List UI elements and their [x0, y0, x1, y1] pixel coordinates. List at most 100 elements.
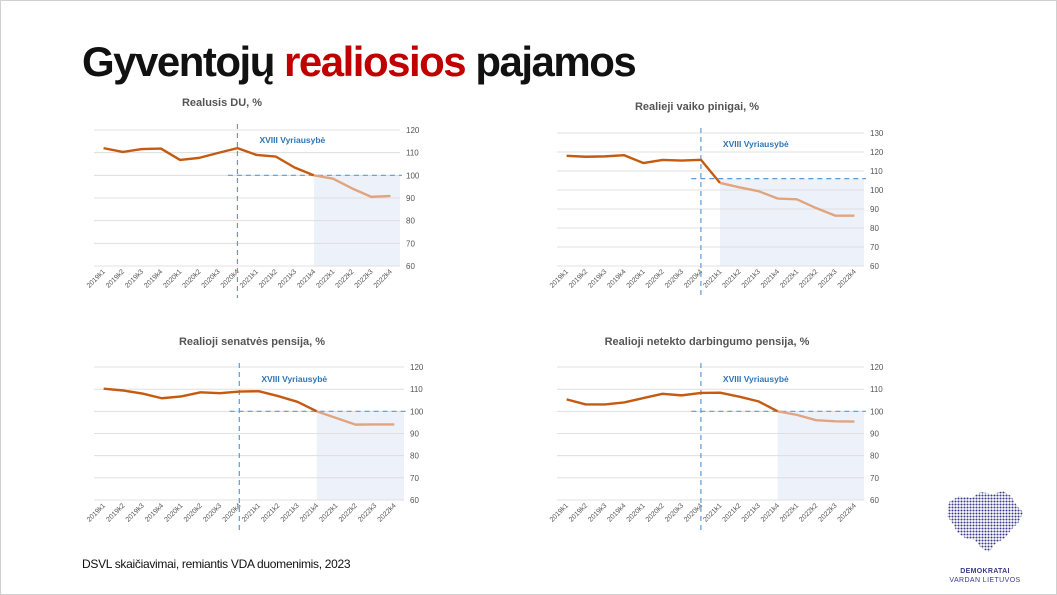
chart-vaiko-pinigai: Realieji vaiko pinigai, % 60 70 80 90 100 110 1…	[542, 100, 902, 298]
x-tick-label: 2021k2	[260, 502, 281, 523]
chart-svg: Realusis DU, %607080901001101202019k1201…	[86, 97, 420, 298]
x-tick-label: 2020k3	[202, 502, 223, 523]
x-tick-label: 2022k3	[817, 502, 838, 523]
x-tick-label: 2021k2	[722, 268, 743, 289]
lithuania-map-icon	[947, 491, 1023, 552]
chart-title: Realusis DU, %	[182, 97, 262, 109]
x-tick-label: 2021k3	[741, 502, 762, 523]
x-tick-label: 2022k4	[373, 268, 394, 289]
y-tick-label: 60	[870, 496, 879, 505]
y-tick-label: 60	[870, 262, 879, 271]
x-tick-label: 2020k1	[163, 502, 184, 523]
x-tick-label: 2020k3	[664, 502, 685, 523]
x-tick-label: 2022k3	[354, 268, 375, 289]
x-tick-label: 2021k1	[241, 502, 262, 523]
x-tick-label: 2019k2	[105, 268, 126, 289]
x-tick-label: 2022k2	[338, 502, 359, 523]
y-tick-label: 120	[406, 126, 420, 135]
y-tick-label: 110	[870, 167, 883, 176]
title-part-1: Gyventojų	[82, 38, 285, 85]
y-tick-label: 130	[870, 129, 884, 138]
series-line-after	[316, 410, 395, 426]
y-tick-label: 90	[410, 430, 419, 439]
government-annotation: XVIII Vyriausybė	[723, 374, 789, 384]
series-line-after	[719, 181, 855, 217]
x-tick-label: 2021k2	[258, 268, 279, 289]
y-tick-label: 80	[406, 217, 415, 226]
x-tick-label: 2020k4	[683, 268, 704, 289]
x-tick-label: 2021k3	[741, 268, 762, 289]
y-tick-label: 70	[406, 239, 415, 248]
x-tick-label: 2019k3	[587, 268, 608, 289]
x-tick-label: 2021k2	[722, 502, 743, 523]
x-tick-label: 2019k2	[568, 268, 589, 289]
x-tick-label: 2019k2	[568, 502, 589, 523]
government-annotation: XVIII Vyriausybė	[261, 374, 327, 384]
x-tick-label: 2021k1	[702, 268, 723, 289]
x-tick-label: 2020k1	[626, 502, 647, 523]
chart-netekto-darbingumo-pensija: Realioji netekto darbingumo pensija, % 60…	[542, 335, 902, 535]
x-tick-label: 2019k4	[606, 268, 627, 289]
x-tick-label: 2021k4	[296, 268, 317, 289]
page-title: Gyventojų realiosios pajamos	[82, 38, 637, 86]
chart-svg: Realieji vaiko pinigai, % 60 70 80 90 100 110 1…	[549, 101, 884, 298]
x-tick-label: 2022k3	[817, 268, 838, 289]
y-tick-label: 100	[870, 407, 884, 416]
y-tick-label: 90	[870, 430, 879, 439]
y-tick-label: 100	[870, 186, 884, 195]
x-tick-label: 2022k2	[798, 502, 819, 523]
x-tick-label: 2022k2	[798, 268, 819, 289]
x-tick-label: 2020k2	[183, 502, 204, 523]
x-tick-label: 2019k3	[124, 268, 145, 289]
y-tick-label: 70	[410, 474, 419, 483]
y-tick-label: 60	[410, 496, 419, 505]
x-tick-label: 2021k4	[760, 268, 781, 289]
y-tick-label: 80	[870, 452, 879, 461]
x-tick-label: 2021k1	[239, 268, 260, 289]
y-tick-label: 100	[410, 407, 424, 416]
x-tick-label: 2019k4	[143, 268, 164, 289]
x-tick-label: 2019k3	[587, 502, 608, 523]
x-tick-label: 2022k4	[377, 502, 398, 523]
x-tick-label: 2022k4	[837, 268, 858, 289]
x-tick-label: 2022k3	[357, 502, 378, 523]
y-tick-label: 120	[870, 363, 884, 372]
chart-realusis-du: Realusis DU, % 60 70 80 90 100 110 120 2019k1 201…	[82, 96, 442, 298]
chart-title: Realioji senatvės pensija, %	[179, 336, 325, 348]
y-tick-label: 120	[410, 363, 424, 372]
y-tick-label: 80	[870, 224, 879, 233]
y-tick-label: 70	[870, 474, 879, 483]
y-tick-label: 100	[406, 171, 420, 180]
x-tick-label: 2020k2	[181, 268, 202, 289]
x-tick-label: 2021k3	[280, 502, 301, 523]
x-tick-label: 2019k3	[125, 502, 146, 523]
x-tick-label: 2021k3	[277, 268, 298, 289]
x-tick-label: 2020k3	[664, 268, 685, 289]
shaded-region	[720, 178, 864, 266]
x-tick-label: 2022k4	[837, 502, 858, 523]
series-line-before	[103, 387, 318, 413]
y-tick-label: 110	[870, 385, 883, 394]
chart-title: Realieji vaiko pinigai, %	[635, 101, 759, 113]
chart-svg: Realioji senatvės pensija, % 60 70 80 90 100 1…	[86, 336, 424, 532]
y-tick-label: 80	[410, 452, 419, 461]
x-tick-label: 2020k3	[201, 268, 222, 289]
x-tick-label: 2020k1	[162, 268, 183, 289]
y-tick-label: 60	[406, 262, 415, 271]
x-tick-label: 2021k4	[760, 502, 781, 523]
chart-senatves-pensija: Realioji senatvės pensija, % 60 70 80 90 100 1…	[82, 335, 442, 535]
x-tick-label: 2021k1	[702, 502, 723, 523]
x-tick-label: 2020k2	[645, 268, 666, 289]
y-tick-label: 90	[870, 205, 879, 214]
series-line-before	[566, 391, 779, 413]
x-tick-label: 2019k1	[86, 502, 107, 523]
x-tick-label: 2022k1	[318, 502, 339, 523]
source-note: DSVL skaičiavimai, remiantis VDA duomeni…	[82, 557, 351, 571]
x-tick-label: 2022k1	[315, 268, 336, 289]
government-annotation: XVIII Vyriausybė	[259, 135, 325, 145]
series-line-before	[566, 154, 722, 184]
government-annotation: XVIII Vyriausybė	[723, 139, 789, 149]
x-tick-label: 2019k1	[549, 268, 570, 289]
series-line-before	[103, 146, 315, 177]
series-line-after	[313, 174, 391, 199]
